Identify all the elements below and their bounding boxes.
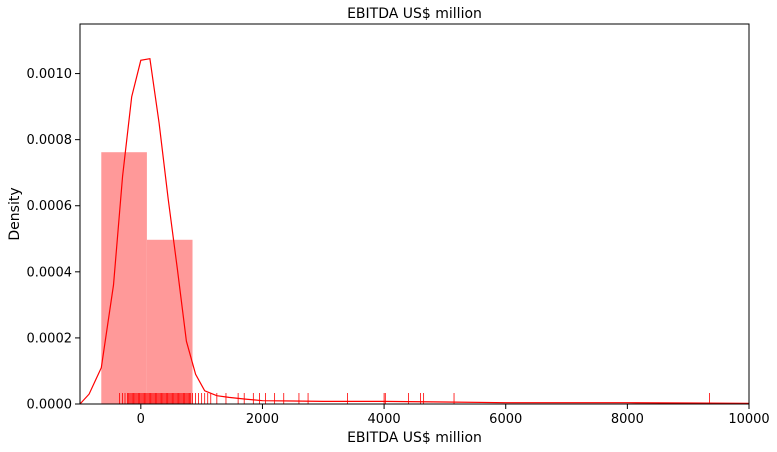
chart-title: EBITDA US$ million [347, 6, 482, 22]
x-axis-ticks: 0 2000 4000 6000 8000 10000 [137, 404, 770, 427]
rug-marks [119, 393, 710, 404]
y-axis-label: Density [7, 187, 23, 240]
y-axis-ticks: 0.0000 0.0002 0.0004 0.0006 0.0008 0.0010 [27, 67, 80, 413]
x-tick-label: 6000 [489, 412, 522, 427]
y-tick-label: 0.0002 [27, 331, 73, 346]
x-tick-label: 0 [137, 412, 145, 427]
y-tick-label: 0.0008 [27, 133, 73, 148]
x-axis-label: EBITDA US$ million [347, 430, 482, 446]
histogram-bar-1 [101, 152, 147, 404]
plot-frame [79, 23, 750, 405]
y-tick-label: 0.0006 [27, 199, 73, 214]
y-tick-label: 0.0004 [27, 265, 73, 280]
histogram-bars [101, 152, 193, 404]
kde-curve [79, 58, 750, 405]
x-tick-label: 8000 [611, 412, 644, 427]
x-tick-label: 10000 [728, 412, 769, 427]
y-tick-label: 0.0000 [27, 398, 73, 413]
histogram-bar-2 [146, 239, 193, 404]
x-tick-label: 2000 [246, 412, 279, 427]
y-tick-label: 0.0010 [27, 67, 73, 82]
x-tick-label: 4000 [368, 412, 401, 427]
